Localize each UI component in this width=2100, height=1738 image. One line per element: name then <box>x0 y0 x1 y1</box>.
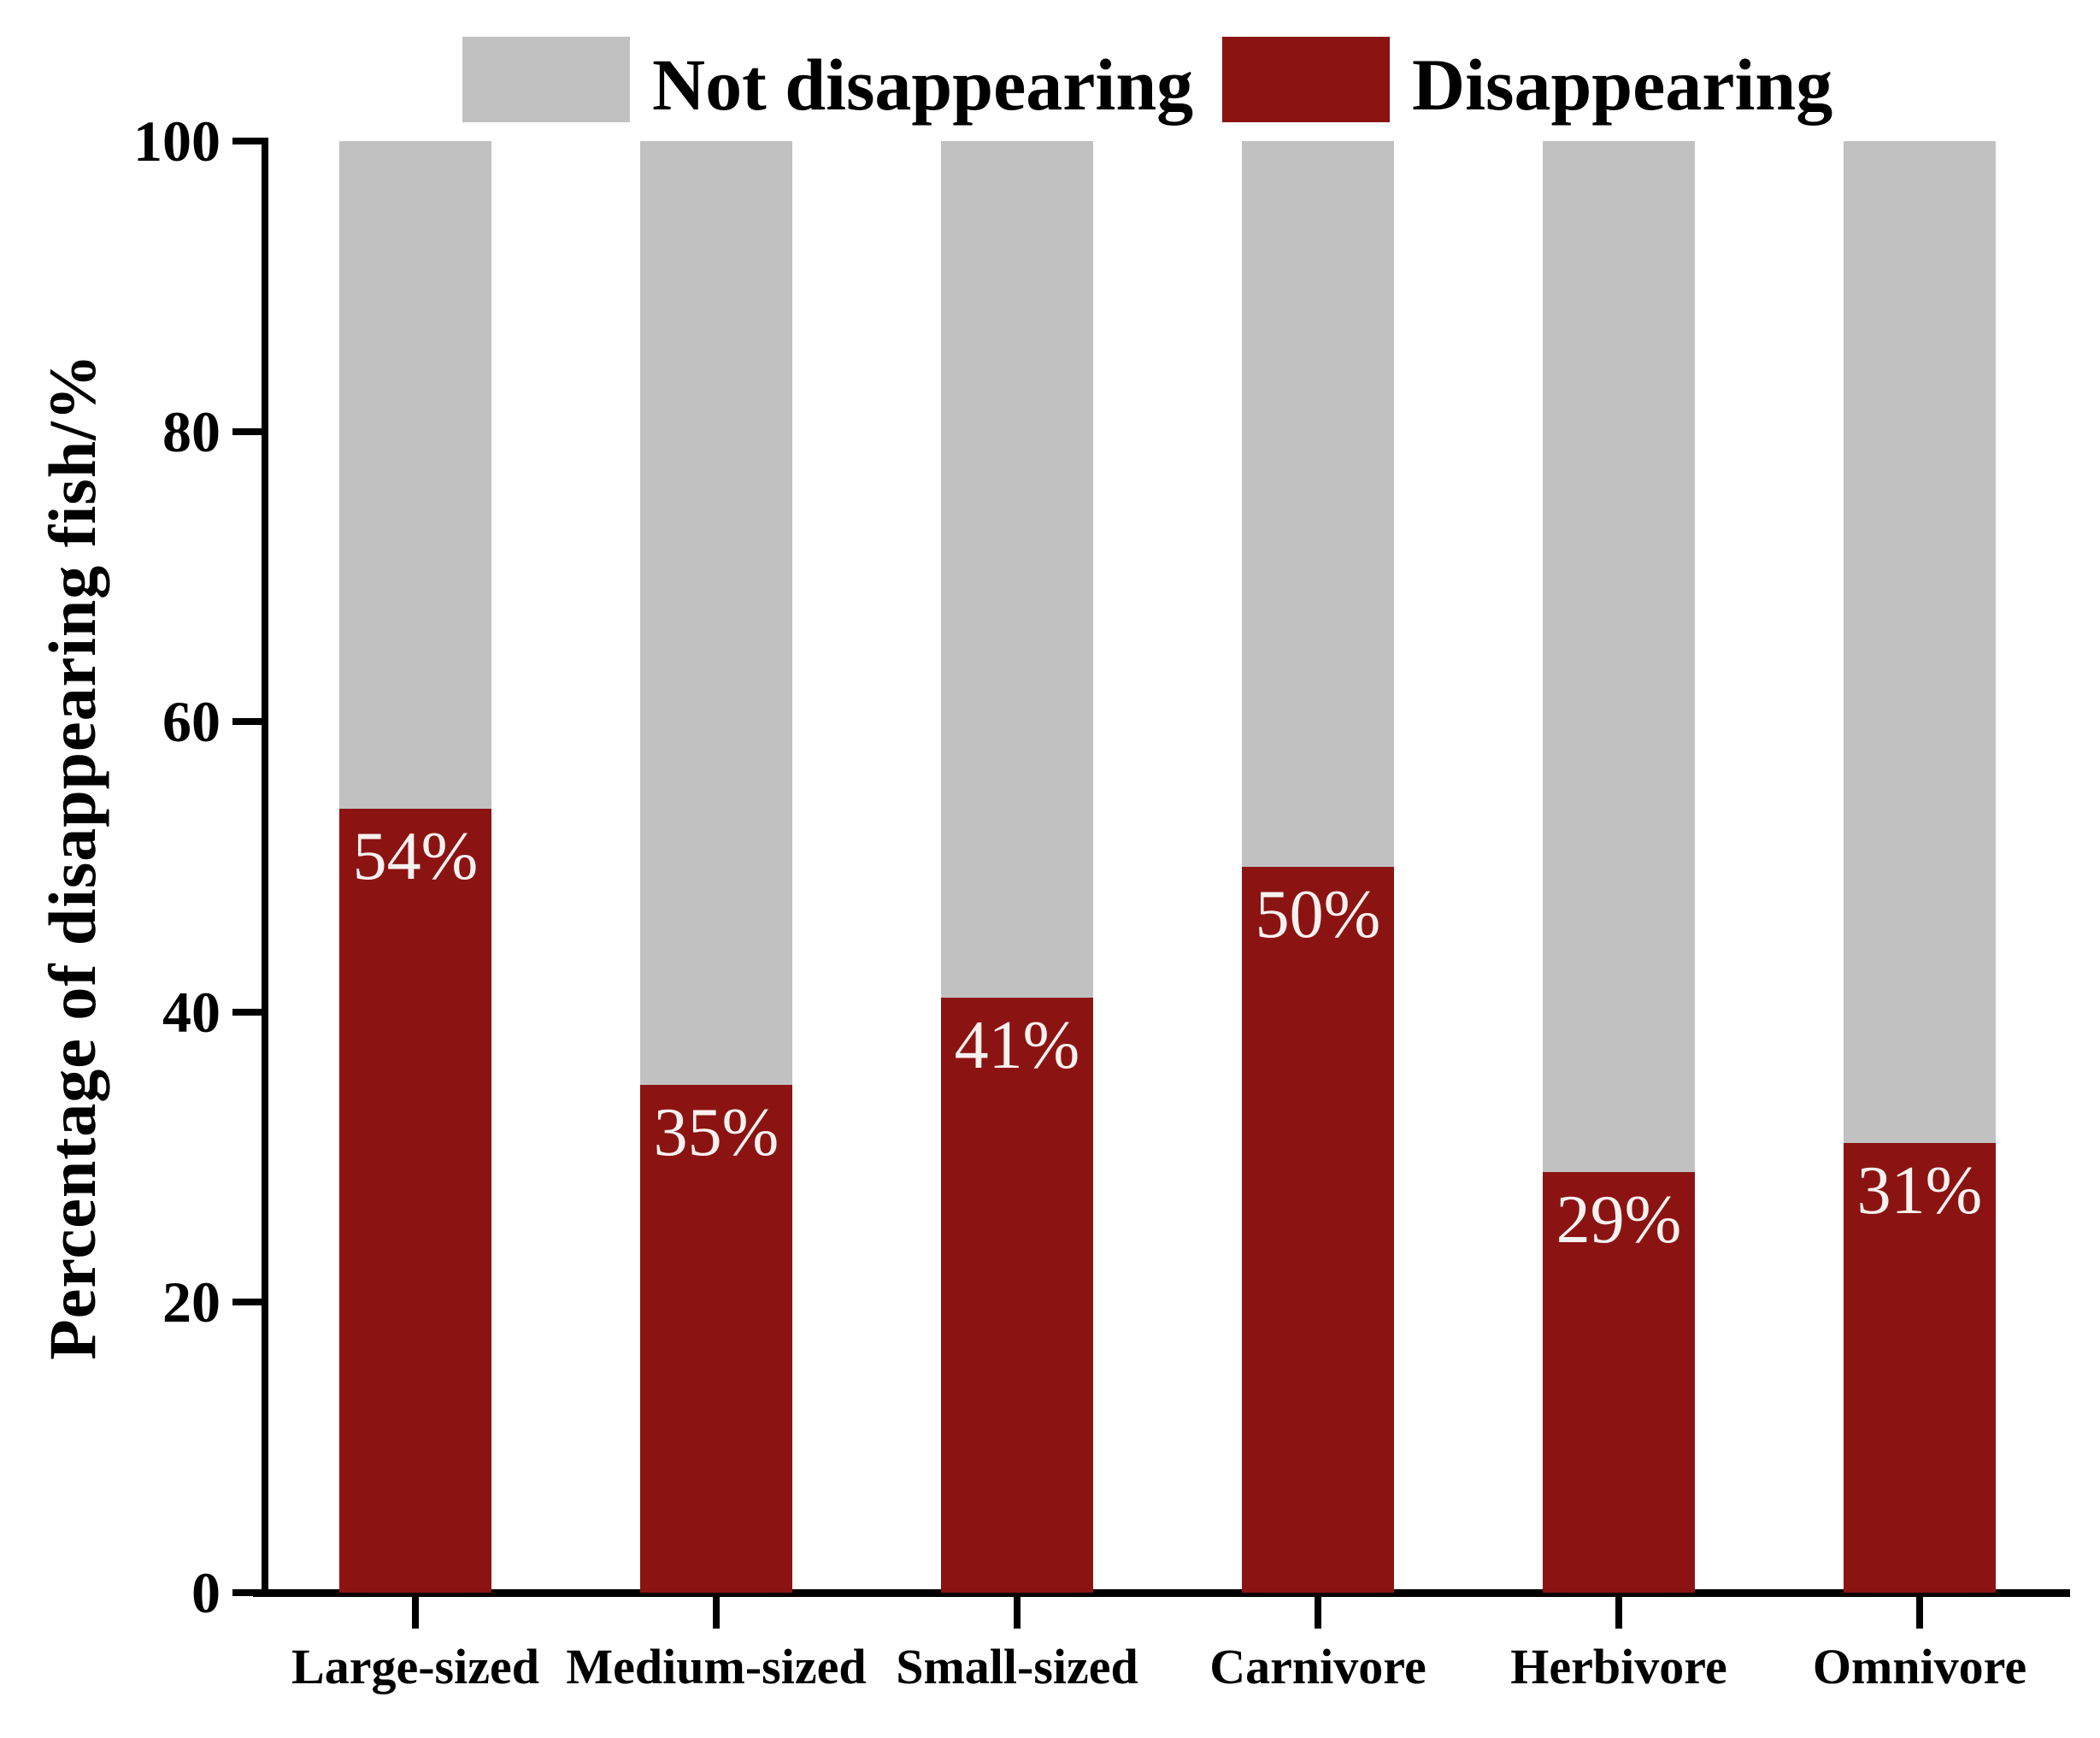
bar-segment-not-disappearing <box>1844 141 1996 1143</box>
x-tick <box>1916 1596 1923 1629</box>
bar-value-label: 35% <box>653 1095 779 1170</box>
bar-segment-disappearing: 54% <box>339 809 491 1593</box>
x-tick <box>1014 1596 1021 1629</box>
legend: Not disappearing Disappearing <box>0 0 2100 137</box>
bar-segment-disappearing: 41% <box>941 998 1093 1593</box>
y-tick <box>232 427 265 435</box>
y-tick-label: 40 <box>162 979 221 1045</box>
y-tick-label: 0 <box>191 1560 221 1625</box>
x-axis-line <box>253 1589 2070 1597</box>
legend-item-not-disappearing: Not disappearing <box>462 37 1193 122</box>
y-tick-label: 20 <box>162 1270 221 1335</box>
x-category-label: Carnivore <box>1209 1639 1426 1694</box>
x-tick <box>713 1596 720 1629</box>
x-category-label: Small-sized <box>896 1639 1138 1694</box>
y-tick-label: 80 <box>162 398 221 464</box>
y-axis-title: Percentage of disappearing fish/% <box>35 353 109 1360</box>
bar-value-label: 50% <box>1255 877 1381 952</box>
legend-swatch-not-disappearing <box>462 37 630 122</box>
bar-column: 29% <box>1543 141 1695 1593</box>
bar-value-label: 54% <box>352 819 479 894</box>
x-tick <box>412 1596 419 1629</box>
y-tick-label: 60 <box>162 689 221 755</box>
legend-item-disappearing: Disappearing <box>1222 37 1832 122</box>
bar-value-label: 29% <box>1556 1182 1682 1258</box>
x-tick <box>1615 1596 1622 1629</box>
legend-label-not-disappearing: Not disappearing <box>652 44 1194 126</box>
y-tick-label: 100 <box>133 109 221 174</box>
bar-segment-disappearing: 50% <box>1242 867 1394 1593</box>
legend-label-disappearing: Disappearing <box>1412 44 1833 126</box>
y-tick <box>232 138 265 144</box>
bar-segment-disappearing: 35% <box>640 1085 792 1593</box>
bar-column: 50% <box>1242 141 1394 1593</box>
y-axis-line <box>262 138 268 1597</box>
bar-segment-not-disappearing <box>941 141 1093 998</box>
bar-column: 54% <box>339 141 491 1593</box>
bar-segment-not-disappearing <box>339 141 491 809</box>
x-category-label: Medium-sized <box>566 1639 867 1694</box>
x-tick <box>1315 1596 1321 1629</box>
x-category-label: Omnivore <box>1812 1639 2027 1694</box>
y-tick <box>232 718 265 726</box>
bar-value-label: 31% <box>1856 1153 1983 1228</box>
bar-value-label: 41% <box>954 1008 1080 1083</box>
legend-swatch-disappearing <box>1222 37 1390 122</box>
y-tick <box>232 1299 265 1306</box>
bar-column: 41% <box>941 141 1093 1593</box>
bar-segment-not-disappearing <box>1242 141 1394 867</box>
y-tick <box>232 1589 265 1596</box>
bar-segment-not-disappearing <box>1543 141 1695 1172</box>
x-category-label: Large-sized <box>291 1639 539 1694</box>
bar-segment-not-disappearing <box>640 141 792 1085</box>
bar-column: 31% <box>1844 141 1996 1593</box>
x-category-label: Herbivore <box>1510 1639 1727 1694</box>
y-tick <box>232 1008 265 1016</box>
bar-segment-disappearing: 29% <box>1543 1172 1695 1593</box>
bar-segment-disappearing: 31% <box>1844 1143 1996 1593</box>
bar-column: 35% <box>640 141 792 1593</box>
